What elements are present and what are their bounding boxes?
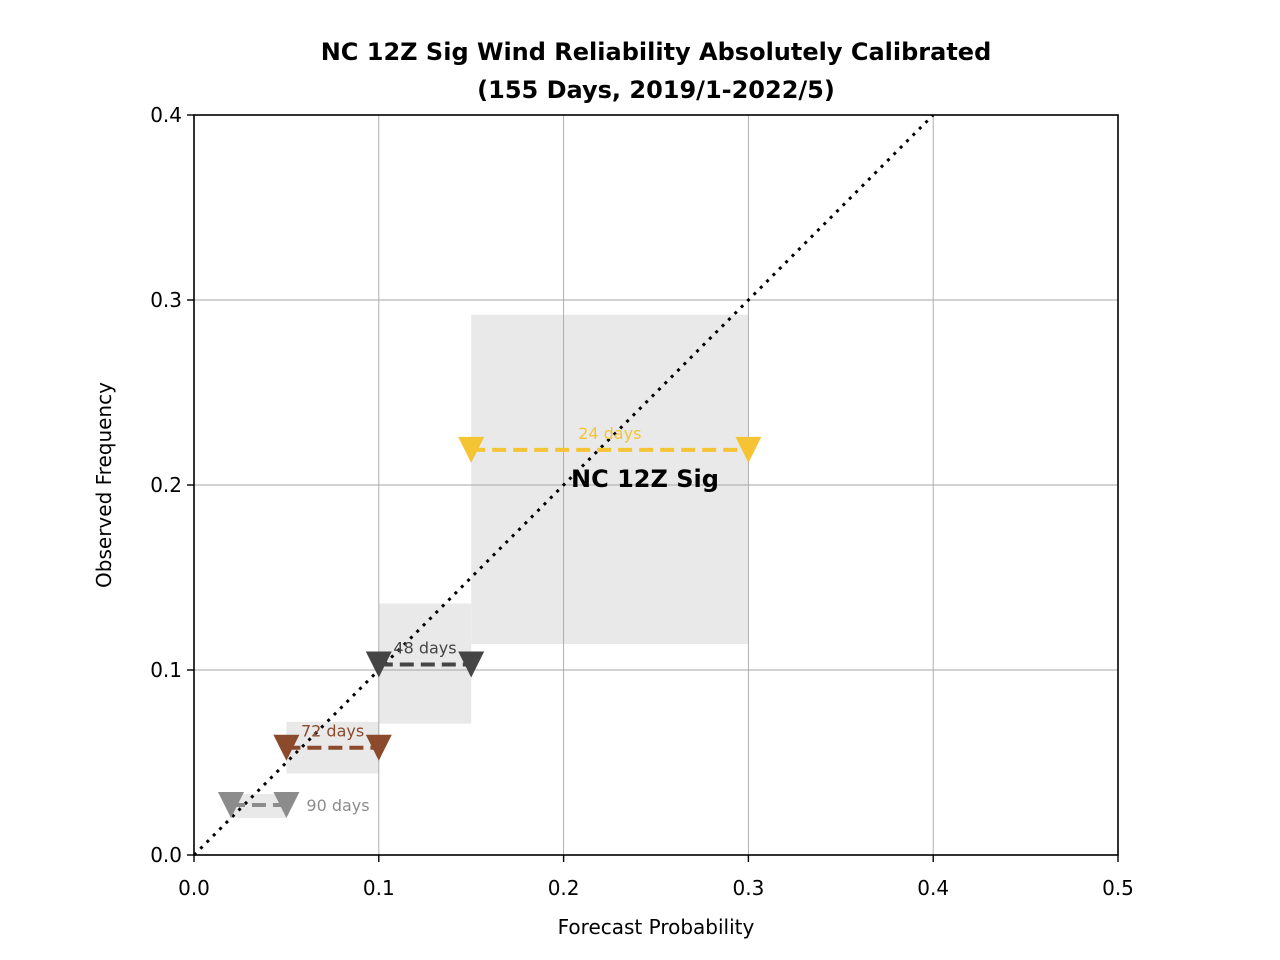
- y-tick-label: 0.0: [150, 843, 182, 867]
- bin-series-1: 90 days: [217, 792, 370, 819]
- bin-series-3: 48 days: [365, 638, 485, 678]
- ci-box: [471, 314, 749, 645]
- x-tick-label: 0.5: [1102, 876, 1134, 900]
- bin-marker: [273, 734, 300, 761]
- y-tick-label: 0.4: [150, 103, 182, 127]
- x-ticks: 0.0 0.1 0.2 0.3 0.4 0.5: [178, 855, 1134, 900]
- y-tick-label: 0.3: [150, 288, 182, 312]
- y-tick-label: 0.1: [150, 658, 182, 682]
- y-tick-label: 0.2: [150, 473, 182, 497]
- bin-series-2: 72 days: [273, 722, 392, 761]
- bin-marker: [458, 436, 485, 463]
- x-tick-label: 0.0: [178, 876, 210, 900]
- confidence-boxes: [230, 314, 749, 818]
- annotation-label: NC 12Z Sig: [571, 465, 719, 493]
- bin-series: 90 days 72 days 48 days 24 days: [217, 424, 762, 819]
- x-tick-label: 0.2: [548, 876, 580, 900]
- bin-days-label: 24 days: [578, 424, 641, 443]
- chart-subtitle: (155 Days, 2019/1-2022/5): [477, 76, 835, 104]
- bin-marker: [365, 651, 392, 678]
- x-tick-label: 0.4: [917, 876, 949, 900]
- bin-marker: [735, 436, 762, 463]
- bin-marker: [458, 651, 485, 678]
- bin-days-label: 72 days: [301, 722, 364, 741]
- y-axis-label: Observed Frequency: [92, 382, 116, 588]
- x-tick-label: 0.3: [732, 876, 764, 900]
- bin-marker: [217, 792, 244, 819]
- x-tick-label: 0.1: [363, 876, 395, 900]
- perfect-reliability-line: [192, 113, 935, 857]
- bin-series-4: 24 days: [458, 424, 762, 463]
- y-ticks: 0.0 0.1 0.2 0.3 0.4: [150, 103, 194, 867]
- x-axis-label: Forecast Probability: [558, 915, 755, 939]
- bin-days-label: 48 days: [393, 638, 456, 657]
- bin-marker: [273, 792, 300, 819]
- bin-days-label: 90 days: [306, 796, 369, 815]
- chart-title: NC 12Z Sig Wind Reliability Absolutely C…: [321, 38, 992, 66]
- bin-marker: [365, 734, 392, 761]
